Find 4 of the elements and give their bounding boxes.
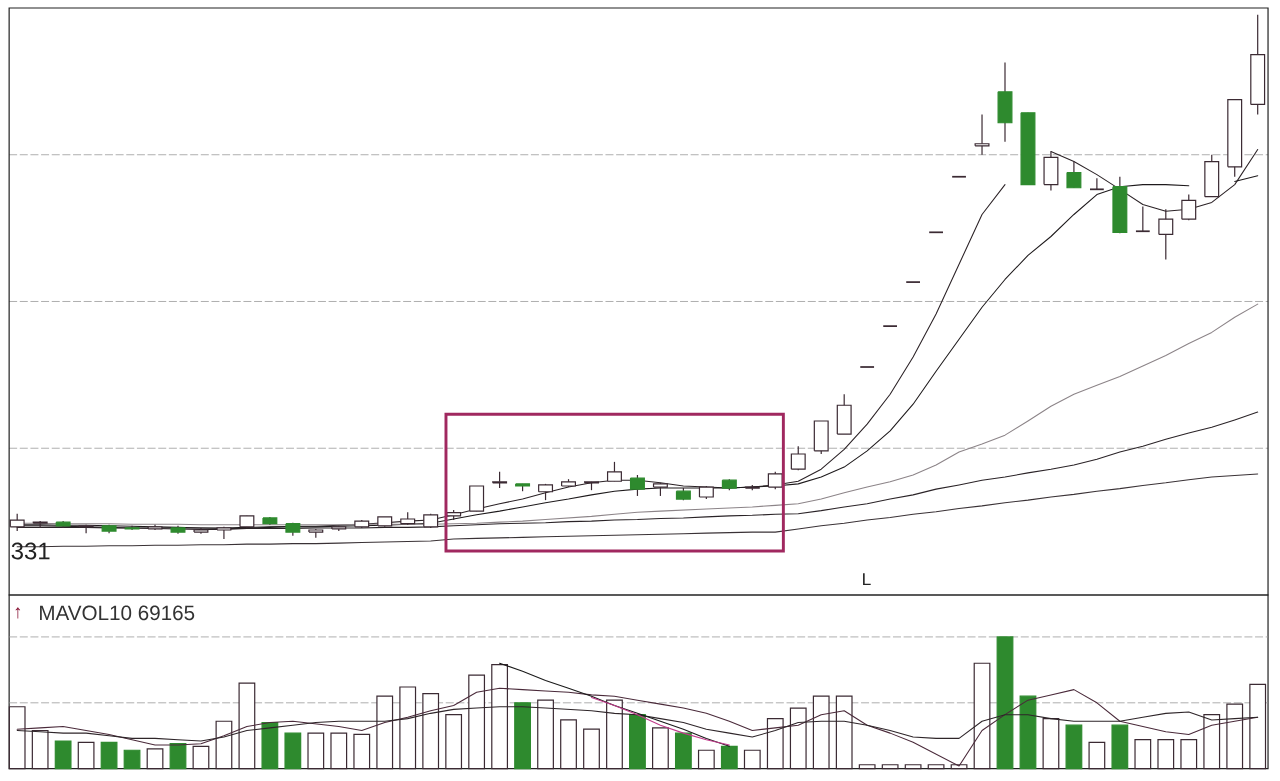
text: MAVOL10 69165 <box>40 605 195 621</box>
text: 331 <box>11 542 50 560</box>
text: L <box>863 573 871 586</box>
text: ↑ <box>15 607 21 619</box>
